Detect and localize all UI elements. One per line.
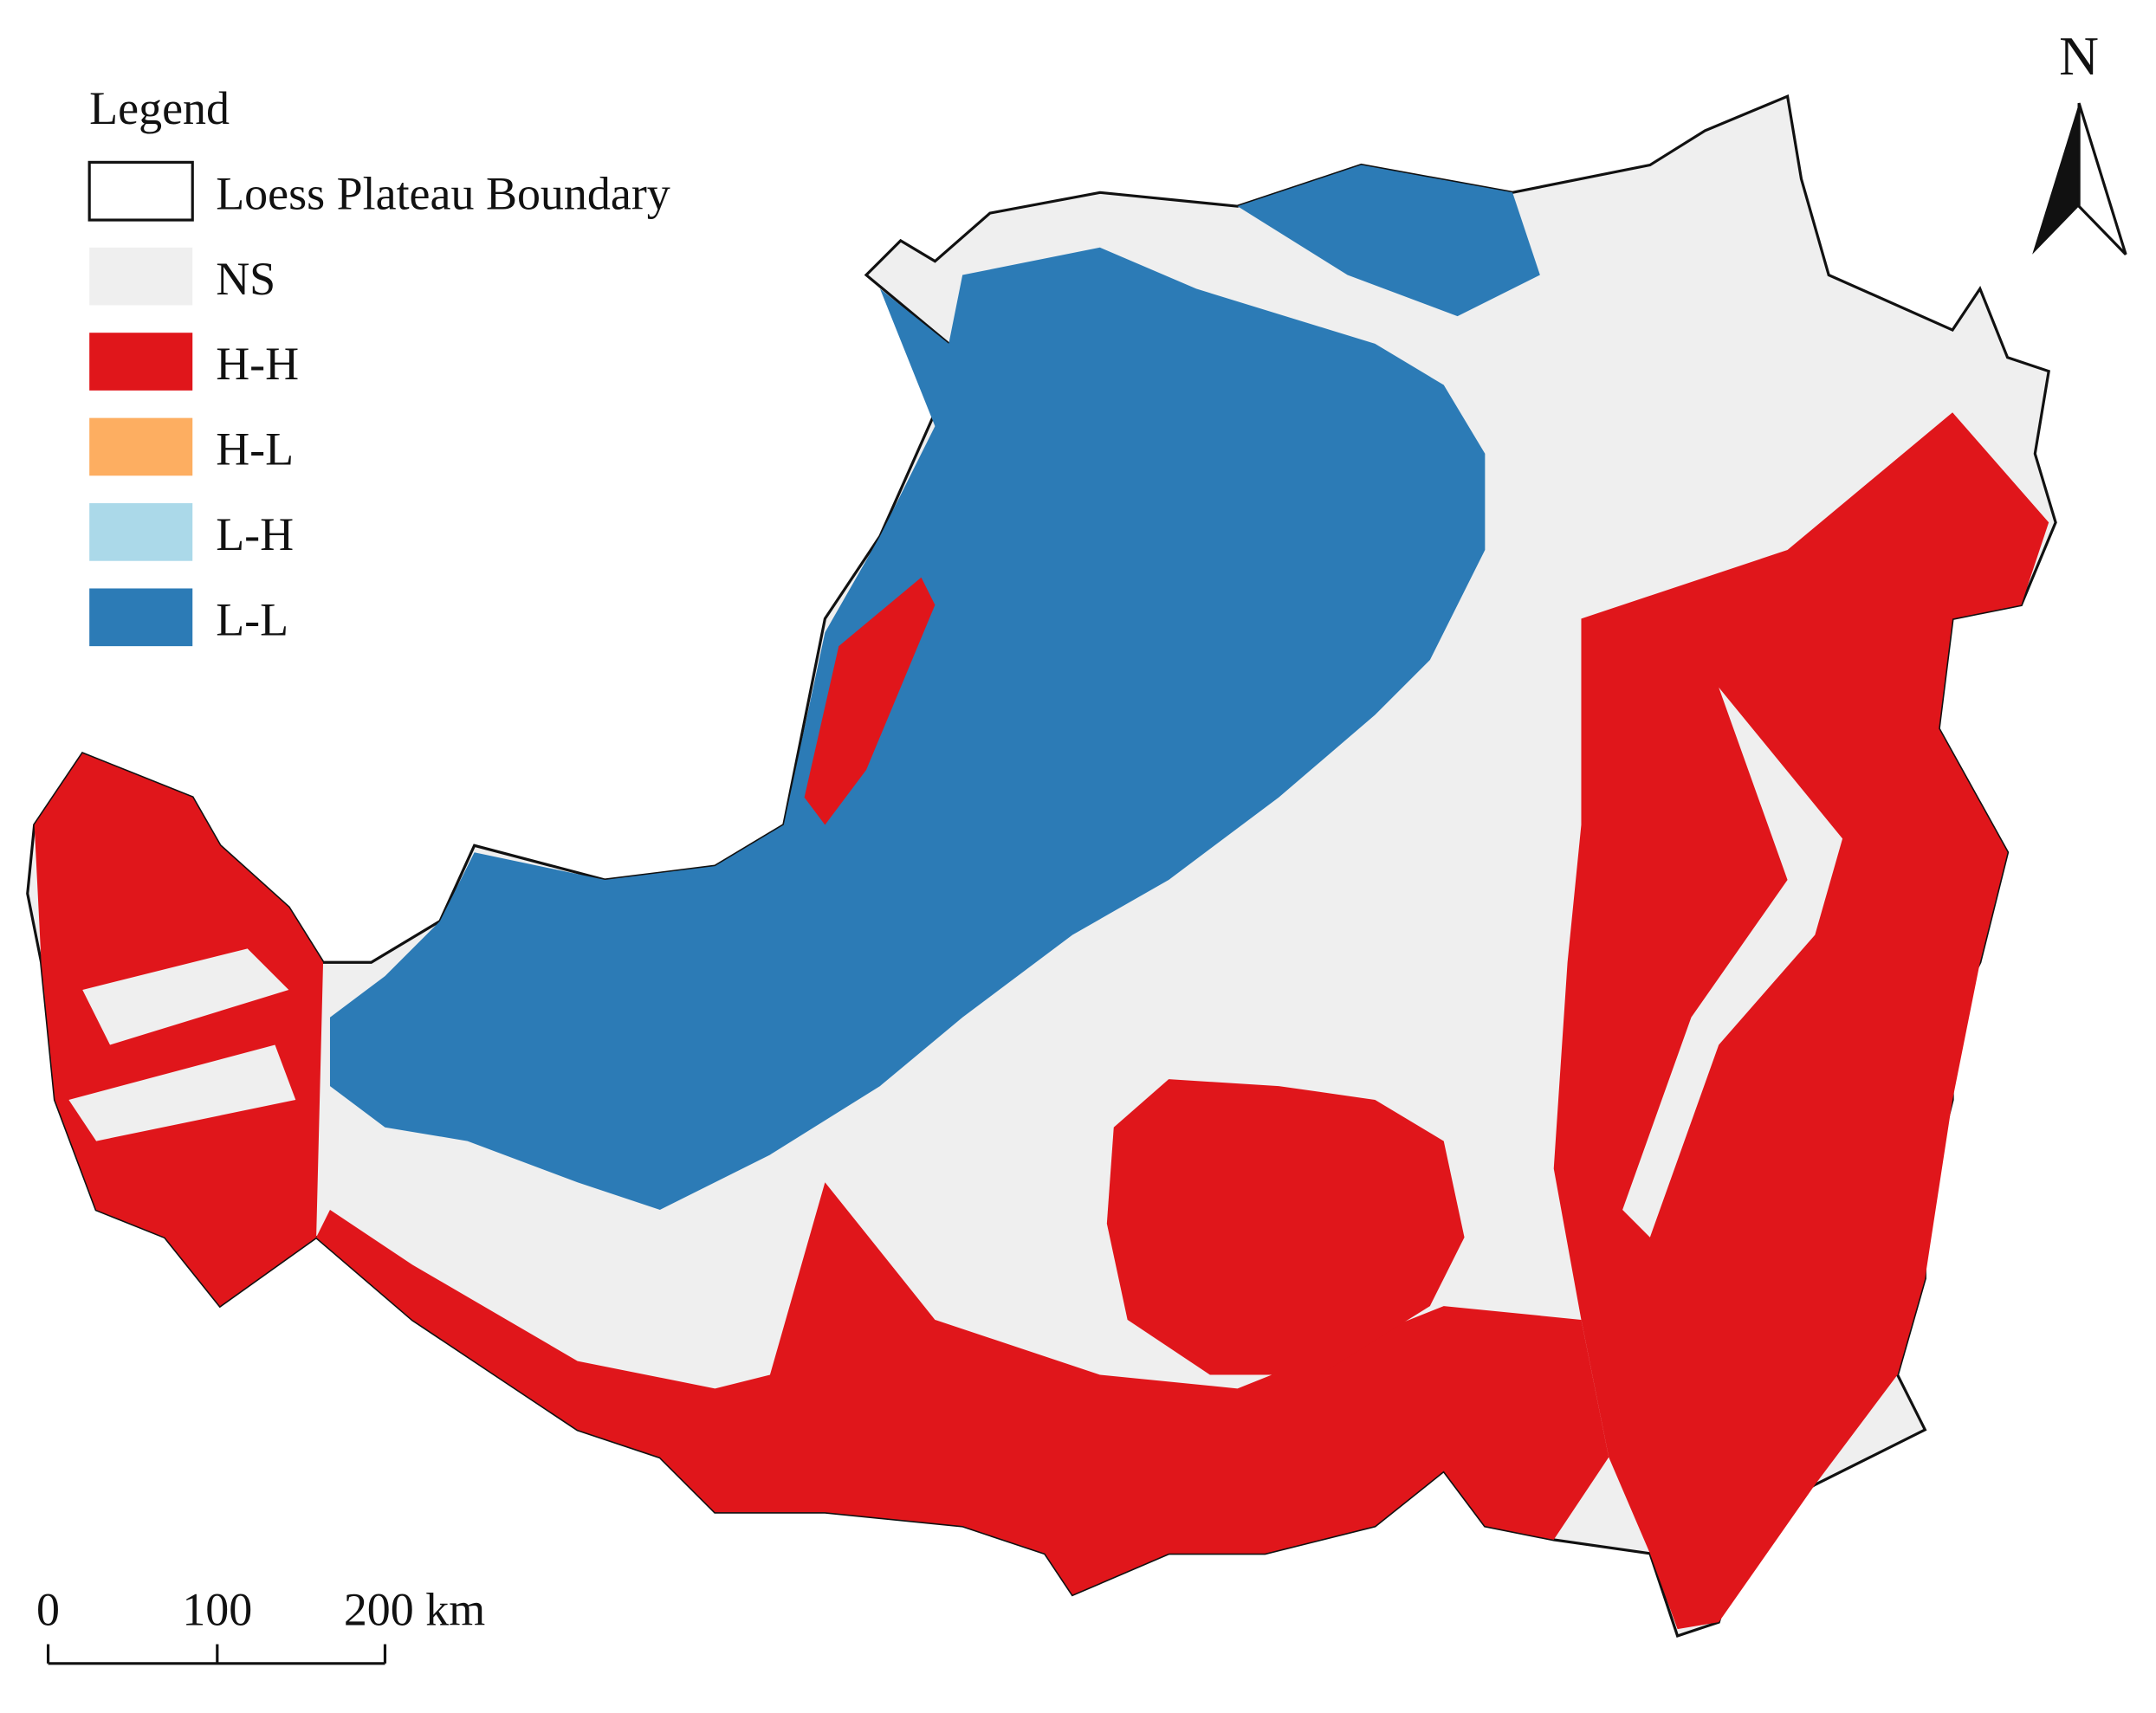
north-arrow-right [2077, 102, 2127, 255]
ns-region [1622, 687, 1843, 1238]
legend-label: L-L [216, 593, 288, 645]
legend-label: NS [216, 253, 275, 305]
legend-label: Loess Plateau Boundary [216, 167, 670, 219]
legend-swatch [87, 160, 194, 222]
legend-label: L-H [216, 508, 294, 560]
ns-region [68, 1044, 296, 1141]
legend-swatch [89, 333, 193, 391]
map-regions [26, 94, 2057, 1639]
l-l-region [1237, 165, 1540, 317]
legend-label: H-H [216, 338, 299, 390]
h-h-region [34, 753, 324, 1307]
north-label: N [2059, 25, 2099, 87]
north-arrow: N [2032, 25, 2127, 255]
h-h-region [1106, 1079, 1465, 1375]
scale-label: 0 [36, 1583, 60, 1635]
l-l-region [329, 247, 1486, 1210]
legend-swatch [89, 247, 193, 306]
scale-bar: 0 100 200 km [36, 1583, 485, 1665]
legend-swatch [89, 588, 193, 647]
north-arrow-left [2032, 103, 2080, 255]
legend-swatch [89, 503, 193, 561]
legend-swatch [89, 417, 193, 476]
h-h-region [316, 1182, 1609, 1595]
h-h-region [804, 577, 936, 825]
ns-region [82, 948, 289, 1045]
legend-title: Legend [89, 82, 230, 134]
legend: Legend Loess Plateau Boundary NS H-H H-L L-H… [87, 82, 670, 647]
legend-label: H-L [216, 423, 294, 475]
scale-label: 200 km [344, 1583, 485, 1635]
scale-label: 100 [182, 1583, 252, 1635]
h-h-region [1553, 412, 2049, 1630]
